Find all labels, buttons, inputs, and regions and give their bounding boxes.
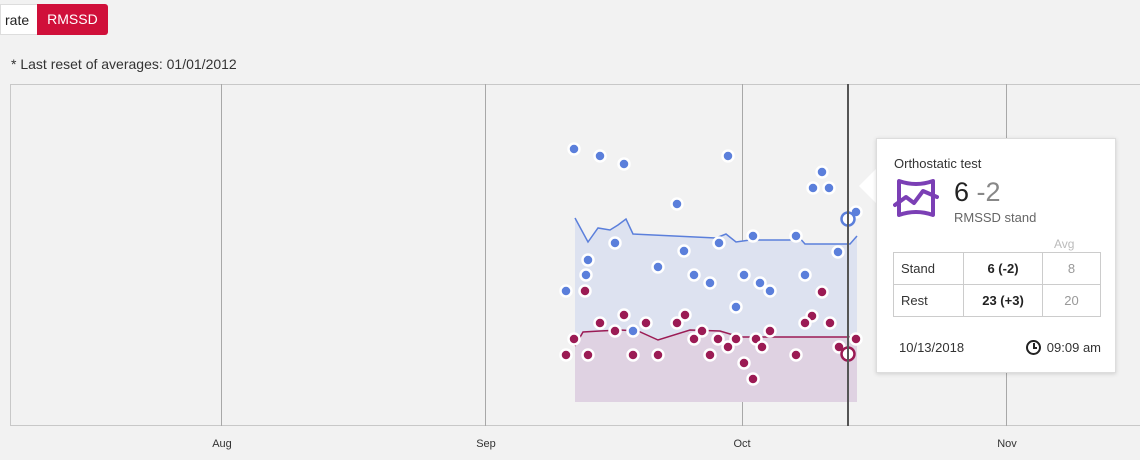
rest-data-point [823,316,837,330]
tooltip-table: Stand 6 (-2) 8 Rest 23 (+3) 20 [893,252,1101,317]
stand-data-point [789,229,803,243]
stand-data-point [763,284,777,298]
table-row-stand: Stand 6 (-2) 8 [893,252,1101,285]
hover-cursor-line [847,84,849,426]
stand-data-point [651,260,665,274]
rest-data-point [703,348,717,362]
stand-data-point [729,300,743,314]
stand-data-point [608,236,622,250]
stand-data-point [593,149,607,163]
rest-data-point [849,332,863,346]
row-label: Stand [893,252,964,285]
rest-data-point [746,372,760,386]
x-axis-label-aug: Aug [212,438,232,450]
rest-data-point [617,308,631,322]
rest-data-point [626,348,640,362]
stand-data-point [567,142,581,156]
stand-data-point [626,324,640,338]
avg-column-header: Avg [1054,237,1075,251]
table-row-rest: Rest 23 (+3) 20 [893,284,1101,317]
averages-reset-note: * Last reset of averages: 01/01/2012 [11,56,237,72]
rest-data-point [559,348,573,362]
rest-data-point [729,332,743,346]
stand-data-point [753,276,767,290]
stand-data-point [703,276,717,290]
stand-data-point [806,181,820,195]
clock-icon [1025,340,1041,355]
tooltip-time-text: 09:09 am [1046,340,1101,355]
stand-data-point [581,253,595,267]
rest-data-point [687,332,701,346]
tooltip-subtitle: RMSSD stand [954,210,1037,225]
rest-data-point [593,316,607,330]
tooltip-arrow [859,168,877,204]
gridline-sep [485,84,486,426]
rest-data-point [678,308,692,322]
rest-data-point [567,332,581,346]
metric-tabs: rate RMSSD [0,4,108,35]
stand-data-point [831,245,845,259]
rest-data-point [711,332,725,346]
stand-data-point [721,149,735,163]
rest-data-point [789,348,803,362]
rest-data-point [608,324,622,338]
rest-average-line [574,329,857,347]
stand-data-point [822,181,836,195]
tooltip-delta: -2 [976,177,1001,207]
tooltip-date: 10/13/2018 [899,340,965,355]
stand-data-point [815,165,829,179]
row-avg: 20 [1042,284,1101,317]
data-tooltip: Orthostatic test 6 -2 RMSSD stand Avg St… [876,138,1116,373]
row-value: 6 (-2) [963,252,1043,285]
stand-data-point [559,284,573,298]
rest-data-point [639,316,653,330]
rest-data-point [670,316,684,330]
tooltip-time: 09:09 am [1025,340,1101,355]
stand-data-point [670,197,684,211]
row-label: Rest [893,284,964,317]
stand-data-point [798,268,812,282]
x-axis-label-sep: Sep [476,438,496,450]
stand-data-point [712,236,726,250]
rest-average-band [575,330,857,402]
row-avg: 8 [1042,252,1101,285]
rest-data-point [755,340,769,354]
tab-rate[interactable]: rate [0,4,38,35]
chart-plot-area[interactable] [10,84,1140,426]
x-axis-label-oct: Oct [733,438,751,450]
tab-rmssd[interactable]: RMSSD [37,4,108,35]
stand-data-point [687,268,701,282]
gridline-aug [221,84,222,426]
rest-data-point [651,348,665,362]
orthostatic-test-icon [893,179,939,217]
rest-data-point [763,324,777,338]
stand-data-point [677,244,691,258]
stand-data-point [737,268,751,282]
stand-data-point [579,268,593,282]
stand-data-point [617,157,631,171]
rest-data-point [578,284,592,298]
row-value: 23 (+3) [963,284,1043,317]
rest-data-point [798,316,812,330]
rest-data-point [815,285,829,299]
tooltip-main-value: 6 [954,177,970,207]
rest-data-point [737,356,751,370]
x-axis-label-nov: Nov [997,438,1017,450]
rest-data-point [581,348,595,362]
rest-data-point [721,340,735,354]
tooltip-title: Orthostatic test [894,156,982,171]
stand-data-point [746,229,760,243]
tooltip-value: 6 -2 [954,177,1001,208]
rest-data-point [695,324,709,338]
